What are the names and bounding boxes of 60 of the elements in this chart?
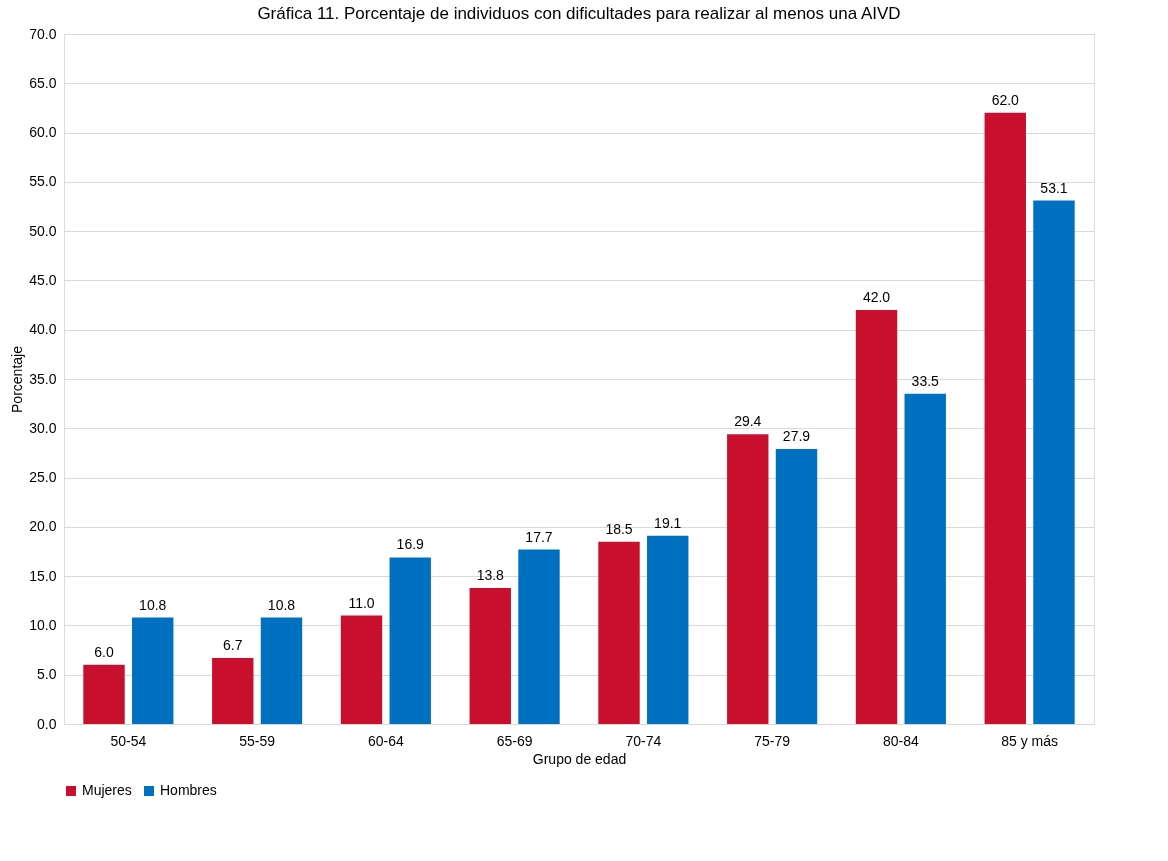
bar: [518, 549, 560, 724]
bar: [132, 617, 174, 724]
legend-label: Mujeres: [82, 782, 132, 798]
data-label: 33.5: [911, 372, 940, 389]
x-tick-label: 50-54: [110, 732, 147, 749]
bar: [260, 617, 303, 724]
y-tick-label: 20.0: [29, 518, 57, 535]
bar: [855, 310, 898, 724]
y-tick-label: 70.0: [29, 25, 57, 42]
y-tick-label: 35.0: [29, 370, 57, 387]
data-label: 10.8: [267, 596, 296, 613]
y-tick-label: 10.0: [29, 616, 57, 633]
data-label: 42.0: [862, 289, 891, 305]
data-label: 17.7: [525, 528, 553, 545]
data-label: 19.1: [654, 514, 682, 531]
bar: [647, 535, 689, 724]
data-label: 18.5: [605, 520, 633, 537]
legend-label: Hombres: [160, 782, 217, 798]
data-label: 6.0: [94, 643, 114, 660]
data-label: 29.4: [734, 413, 762, 430]
bar: [469, 587, 511, 724]
bar: [1033, 200, 1075, 724]
data-label: 13.8: [476, 566, 505, 583]
y-tick-label: 50.0: [29, 222, 57, 239]
bar: [984, 112, 1026, 724]
x-tick-label: 85 y más: [1001, 732, 1059, 749]
data-label: 53.1: [1040, 179, 1068, 196]
data-label: 27.9: [782, 427, 811, 444]
bar: [83, 664, 125, 724]
data-label: 6.7: [223, 636, 243, 653]
data-label: 62.0: [991, 91, 1020, 108]
bar: [598, 541, 640, 724]
x-tick-label: 70-74: [625, 732, 662, 749]
bar: [727, 434, 769, 724]
bar: [389, 557, 431, 724]
x-tick-label: 80-84: [882, 732, 919, 749]
x-tick-label: 65-69: [496, 732, 533, 749]
y-tick-label: 30.0: [29, 419, 57, 436]
bar: [904, 393, 946, 724]
chart-title: Gráfica 11. Porcentaje de individuos con dificultades para realizar al menos una AIVD: [257, 4, 901, 23]
y-tick-label: 40.0: [29, 321, 57, 338]
bar: [340, 615, 383, 724]
y-tick-label: 0.0: [37, 715, 57, 732]
bar: [212, 657, 254, 724]
y-tick-label: 65.0: [29, 74, 57, 91]
x-tick-label: 55-59: [239, 732, 276, 749]
x-axis-title: Grupo de edad: [532, 750, 627, 767]
x-tick-label: 60-64: [367, 732, 404, 749]
data-label: 11.0: [348, 594, 375, 611]
data-label: 10.8: [139, 596, 167, 613]
y-tick-label: 5.0: [37, 666, 57, 683]
bar: [775, 448, 818, 724]
y-axis-title: Porcentaje: [9, 345, 26, 413]
data-label: 16.9: [396, 536, 425, 553]
y-tick-label: 45.0: [29, 271, 57, 288]
y-tick-label: 55.0: [29, 173, 57, 190]
x-tick-label: 75-79: [754, 732, 791, 749]
y-tick-label: 15.0: [29, 567, 57, 584]
y-tick-label: 60.0: [29, 124, 57, 141]
y-tick-label: 25.0: [29, 469, 57, 486]
